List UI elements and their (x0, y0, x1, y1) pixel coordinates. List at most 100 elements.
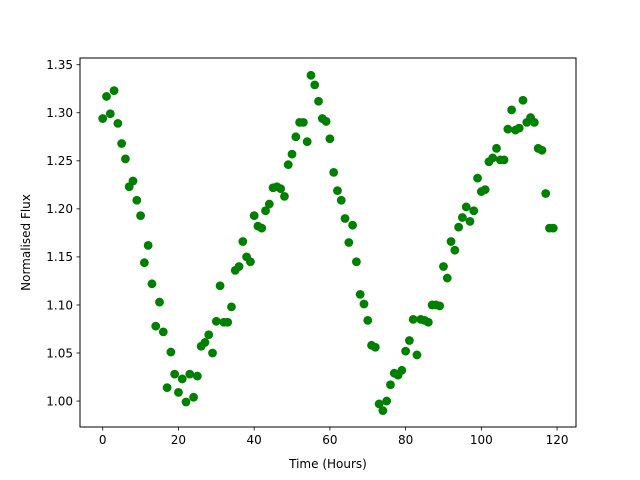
data-point (170, 369, 180, 379)
data-point (348, 220, 358, 230)
data-point (401, 346, 411, 356)
y-tick-label: 1.35 (46, 58, 73, 72)
data-point (439, 262, 448, 271)
data-point (314, 96, 323, 106)
data-point (480, 185, 490, 195)
data-point (344, 238, 354, 247)
data-point (211, 316, 221, 326)
data-point (352, 257, 361, 267)
data-point (469, 206, 479, 216)
data-point (548, 223, 558, 233)
data-point (257, 223, 267, 233)
data-point (128, 176, 138, 186)
data-point (435, 301, 445, 311)
data-point (382, 396, 392, 406)
data-point (139, 258, 149, 268)
x-axis-label: Time (Hours) (288, 457, 367, 471)
data-point (359, 299, 369, 309)
data-point (291, 132, 301, 142)
data-point (306, 70, 316, 80)
data-point (397, 365, 407, 375)
data-point (374, 399, 384, 409)
data-point (155, 297, 164, 307)
data-point (386, 380, 395, 390)
data-point (117, 139, 127, 148)
data-point (121, 154, 130, 164)
data-point (340, 214, 350, 223)
x-tick-label: 80 (398, 433, 413, 447)
data-point (408, 314, 418, 324)
x-tick-label: 40 (247, 433, 262, 447)
data-point (461, 202, 471, 212)
data-point (336, 195, 346, 205)
data-point (143, 240, 153, 250)
data-point (458, 213, 467, 222)
data-point (412, 350, 422, 360)
data-point (98, 114, 108, 123)
data-point (238, 237, 248, 246)
data-point (147, 279, 157, 289)
data-point (109, 86, 119, 96)
data-point (189, 392, 198, 402)
data-point (499, 155, 509, 165)
data-point (136, 211, 145, 220)
data-point (192, 371, 202, 381)
data-point (465, 216, 475, 226)
y-tick-label: 1.05 (46, 346, 73, 360)
data-point (321, 117, 331, 126)
data-point (310, 80, 320, 90)
data-point (283, 160, 293, 170)
y-axis-ticks: 1.00 1.05 1.10 1.15 1.20 1.25 1.30 1.35 (46, 58, 80, 408)
x-tick-label: 60 (322, 433, 337, 447)
data-point (507, 105, 517, 115)
data-point (473, 173, 482, 183)
data-point (492, 143, 501, 153)
data-point (298, 117, 308, 127)
data-point (113, 118, 123, 128)
data-point (333, 186, 342, 196)
y-tick-label: 1.10 (46, 298, 73, 312)
data-point (378, 406, 388, 416)
data-point (158, 327, 168, 337)
data-point (249, 211, 259, 220)
data-point (514, 123, 524, 133)
x-tick-label: 20 (171, 433, 186, 447)
data-point (363, 315, 373, 325)
data-point (355, 289, 365, 299)
data-point (488, 153, 498, 163)
data-point (537, 145, 547, 155)
x-tick-label: 100 (470, 433, 493, 447)
data-point (132, 195, 142, 205)
data-point (529, 117, 539, 127)
data-point (261, 206, 270, 216)
data-point (151, 321, 161, 331)
data-point (329, 167, 339, 177)
data-point (166, 347, 176, 357)
data-point (276, 184, 286, 194)
y-axis-label: Normalised Flux (19, 194, 33, 291)
y-tick-label: 1.20 (46, 202, 73, 216)
data-point (454, 222, 464, 232)
data-point (204, 330, 214, 340)
data-point (325, 134, 335, 144)
data-point (227, 302, 236, 312)
data-point (446, 237, 456, 246)
data-point (287, 149, 297, 159)
data-point (450, 245, 460, 255)
data-point (370, 342, 380, 352)
data-point (442, 273, 452, 283)
data-point (302, 137, 312, 147)
data-point (185, 369, 195, 379)
data-point (234, 262, 244, 271)
data-point (208, 348, 217, 358)
x-tick-label: 120 (546, 433, 569, 447)
data-point (177, 374, 187, 384)
data-point (105, 109, 115, 119)
data-point (200, 338, 210, 347)
axes-frame (79, 57, 577, 428)
data-point (223, 317, 233, 327)
data-point (518, 95, 528, 105)
x-tick-label: 0 (99, 433, 107, 447)
data-point (503, 124, 513, 134)
